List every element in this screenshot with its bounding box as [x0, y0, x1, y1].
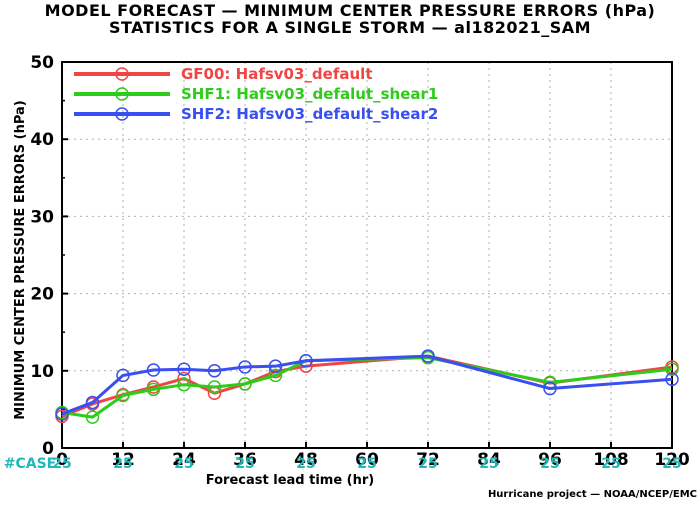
- x-tick-label: 48: [294, 450, 318, 470]
- axes: [61, 61, 673, 449]
- legend: GF00: Hafsv03_default SHF1: Hafsv03_defal…: [74, 65, 438, 123]
- case-count: 25: [296, 456, 315, 472]
- data-point: [299, 354, 313, 368]
- footer-credit: Hurricane project — NOAA/NCEP/EMC: [488, 489, 697, 500]
- y-tick-label: 10: [30, 362, 54, 382]
- data-point: [116, 368, 130, 383]
- y-tick-label: 30: [30, 207, 54, 227]
- y-axis-label: MINIMUM CENTER PRESSURE ERRORS (hPa): [13, 100, 28, 420]
- x-tick-label: 120: [654, 450, 690, 470]
- y-tick-label: 20: [30, 285, 54, 305]
- x-tick-label: 84: [477, 450, 501, 470]
- data-point: [207, 380, 222, 394]
- legend-marker: [115, 67, 129, 81]
- data-point: [207, 364, 222, 378]
- legend-entry: GF00: Hafsv03_default: [181, 65, 372, 83]
- data-point: [543, 381, 557, 396]
- case-count: 25: [113, 456, 132, 472]
- grid: [62, 62, 672, 448]
- data-point: [268, 368, 283, 383]
- x-tick-label: 72: [416, 450, 440, 470]
- chart-subtitle: STATISTICS FOR A SINGLE STORM — al182021…: [108, 18, 592, 37]
- series-line-3: [61, 354, 673, 416]
- x-tick-label: 0: [56, 450, 68, 470]
- data-point: [146, 382, 161, 397]
- legend-entry: SHF2: Hafsv03_default_shear2: [181, 105, 438, 123]
- case-count: 25: [662, 456, 681, 472]
- x-tick-label: 36: [233, 450, 257, 470]
- data-point: [238, 377, 252, 391]
- x-tick-label: 60: [355, 450, 379, 470]
- case-label: #CASE: [4, 456, 57, 472]
- x-axis-label: Forecast lead time (hr): [206, 473, 374, 488]
- data-point: [177, 377, 191, 392]
- case-count: 25: [418, 456, 437, 472]
- x-tick-label: 108: [593, 450, 629, 470]
- x-tick-label: 96: [538, 450, 562, 470]
- y-tick-label: 50: [30, 53, 54, 73]
- legend-marker: [115, 107, 129, 121]
- x-tick-label: 12: [111, 450, 135, 470]
- data-point: [146, 363, 161, 377]
- data-point: [85, 410, 100, 424]
- legend-entry: SHF1: Hafsv03_defalut_shear1: [181, 85, 438, 103]
- data-point: [177, 362, 191, 377]
- case-count: 25: [235, 456, 254, 472]
- data-point: [238, 360, 252, 374]
- y-tick-label: 0: [42, 439, 54, 459]
- legend-marker: [115, 87, 129, 101]
- series-lines: [55, 349, 679, 424]
- case-count: 25: [479, 456, 498, 472]
- case-count: 25: [540, 456, 559, 472]
- case-count: 25: [601, 456, 620, 472]
- data-point: [268, 359, 283, 373]
- case-count: 25: [52, 456, 71, 472]
- data-point: [116, 388, 130, 403]
- x-tick-label: 24: [172, 450, 196, 470]
- data-point: [665, 362, 679, 377]
- data-point: [55, 407, 69, 421]
- data-point: [85, 395, 100, 410]
- y-tick-label: 40: [30, 130, 54, 150]
- case-count: 25: [357, 456, 376, 472]
- chart-title: MODEL FORECAST — MINIMUM CENTER PRESSURE…: [44, 1, 656, 20]
- data-point: [421, 349, 435, 363]
- case-count: 25: [174, 456, 193, 472]
- data-point: [665, 372, 679, 387]
